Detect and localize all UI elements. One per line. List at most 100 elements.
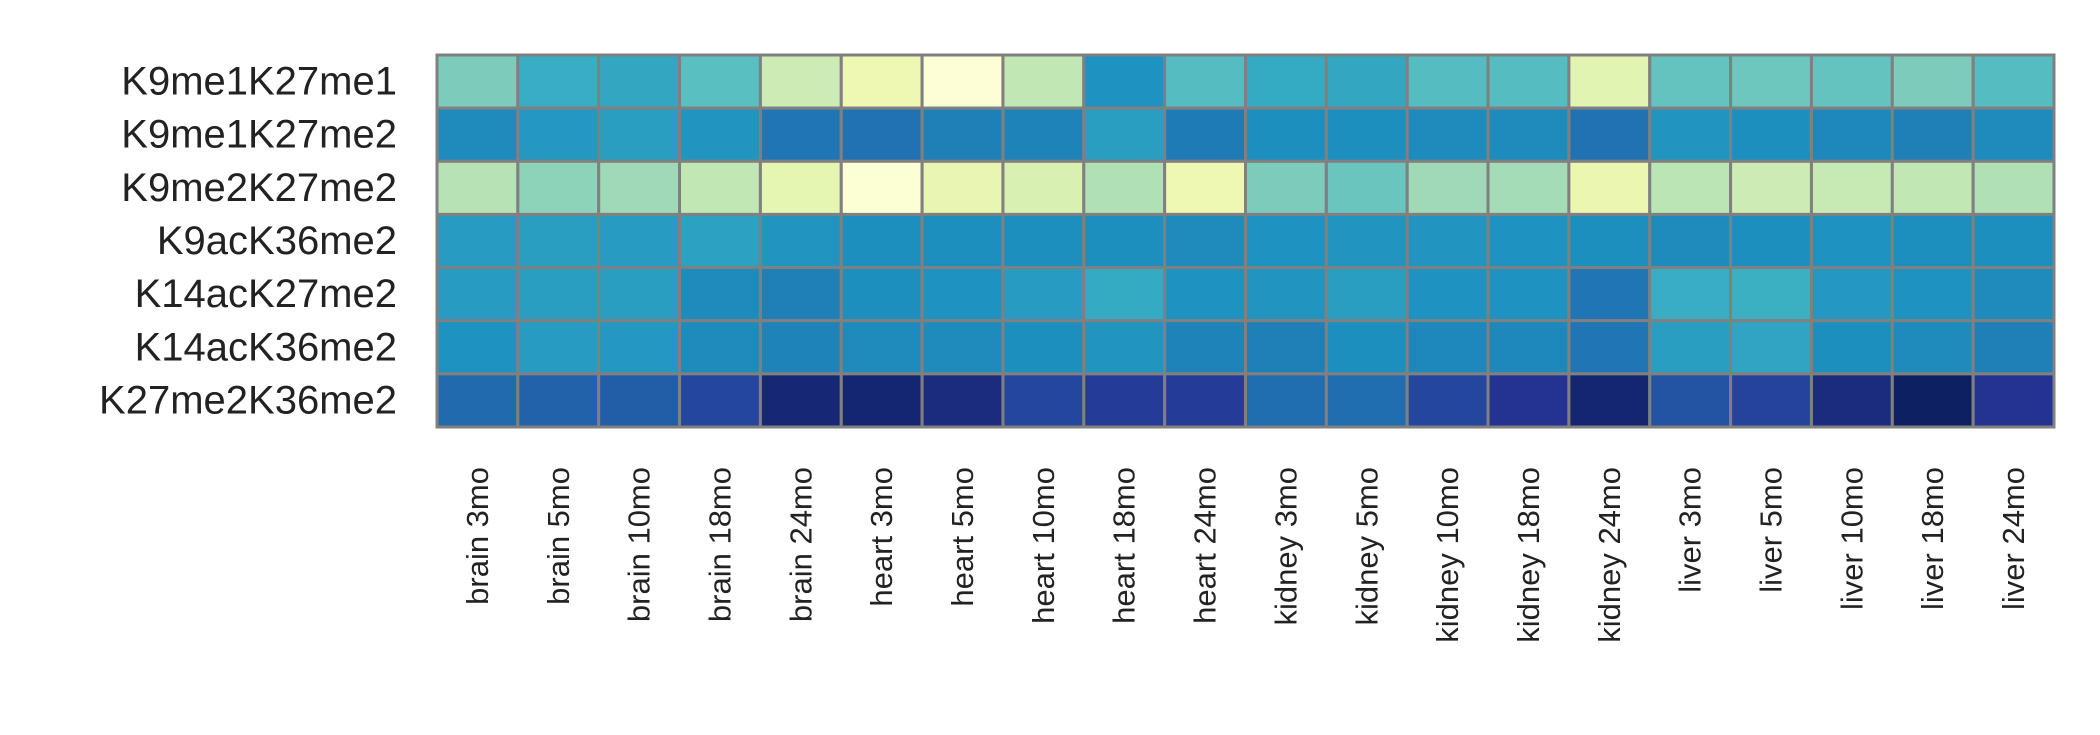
heatmap-cell bbox=[1809, 266, 1894, 323]
heatmap-cell bbox=[1001, 159, 1086, 216]
column-label: liver 24mo bbox=[1996, 467, 2031, 610]
heatmap-cell bbox=[1001, 53, 1086, 110]
heatmap-cell bbox=[1244, 106, 1328, 163]
column-label: heart 10mo bbox=[1026, 467, 1061, 624]
heatmap-cell bbox=[678, 106, 762, 163]
heatmap-cell bbox=[1971, 212, 2056, 270]
heatmap-cell bbox=[758, 53, 843, 110]
heatmap-cell bbox=[758, 212, 843, 270]
heatmap-cell bbox=[435, 159, 520, 216]
column-label: brain 3mo bbox=[460, 467, 495, 605]
heatmap-cell bbox=[1082, 372, 1167, 429]
heatmap-cell bbox=[516, 372, 601, 429]
heatmap-cell bbox=[1324, 159, 1409, 216]
heatmap-cell bbox=[839, 266, 924, 323]
row-label: K9me2K27me2 bbox=[121, 166, 397, 210]
heatmap-cell bbox=[1486, 319, 1571, 376]
heatmap-cell bbox=[1082, 266, 1167, 323]
column-label: kidney 18mo bbox=[1511, 467, 1546, 643]
heatmap-cell bbox=[1082, 53, 1167, 110]
heatmap-cell bbox=[1244, 266, 1328, 323]
column-labels: brain 3mo brain 5mo brain 10mo brain 18mo br… bbox=[460, 467, 2031, 643]
heatmap-cell bbox=[678, 159, 762, 216]
heatmap-cell bbox=[678, 53, 762, 110]
heatmap-cell bbox=[1486, 159, 1571, 216]
heatmap-cell bbox=[1082, 212, 1167, 270]
heatmap-cell bbox=[1082, 159, 1167, 216]
heatmap-cell bbox=[516, 212, 601, 270]
heatmap-cell bbox=[1648, 319, 1733, 376]
heatmap-cell bbox=[1163, 266, 1248, 323]
heatmap-cell bbox=[1082, 106, 1167, 163]
column-label: kidney 10mo bbox=[1430, 467, 1465, 643]
heatmap-cell bbox=[1244, 212, 1328, 270]
heatmap-cell bbox=[1001, 266, 1086, 323]
heatmap-cell bbox=[758, 319, 843, 376]
heatmap-cell bbox=[1486, 106, 1571, 163]
heatmap-cell bbox=[516, 266, 601, 323]
row-label: K9acK36me2 bbox=[157, 219, 397, 263]
heatmap-cell bbox=[678, 372, 762, 429]
heatmap-cell bbox=[758, 106, 843, 163]
heatmap-cell bbox=[1729, 212, 1813, 270]
heatmap-cell bbox=[758, 372, 843, 429]
heatmap-cell bbox=[678, 212, 762, 270]
heatmap-cell bbox=[1405, 266, 1490, 323]
heatmap-cell bbox=[435, 319, 520, 376]
heatmap-cell bbox=[920, 106, 1005, 163]
heatmap-cell bbox=[435, 106, 520, 163]
heatmap-cell bbox=[1324, 106, 1409, 163]
heatmap-cells bbox=[435, 53, 2056, 429]
heatmap-cell bbox=[1567, 212, 1652, 270]
heatmap-cell bbox=[1567, 53, 1652, 110]
column-label: heart 5mo bbox=[945, 467, 980, 607]
heatmap-cell bbox=[1648, 159, 1733, 216]
heatmap-cell bbox=[1405, 212, 1490, 270]
heatmap-cell bbox=[516, 106, 601, 163]
column-label: liver 5mo bbox=[1754, 467, 1789, 593]
column-label: brain 5mo bbox=[541, 467, 576, 605]
heatmap-cell bbox=[1809, 159, 1894, 216]
heatmap-cell bbox=[1729, 53, 1813, 110]
heatmap-cell bbox=[1244, 53, 1328, 110]
heatmap-cell bbox=[839, 159, 924, 216]
heatmap-cell bbox=[1890, 106, 1975, 163]
heatmap-cell bbox=[597, 372, 682, 429]
heatmap-cell bbox=[1971, 266, 2056, 323]
column-label: kidney 24mo bbox=[1592, 467, 1627, 643]
heatmap-cell bbox=[1648, 53, 1733, 110]
heatmap-cell bbox=[1001, 372, 1086, 429]
column-label: heart 18mo bbox=[1107, 467, 1142, 624]
heatmap-cell bbox=[435, 266, 520, 323]
heatmap-cell bbox=[1890, 266, 1975, 323]
heatmap-cell bbox=[435, 372, 520, 429]
heatmap-cell bbox=[839, 319, 924, 376]
heatmap-cell bbox=[1890, 372, 1975, 429]
heatmap-cell bbox=[1486, 266, 1571, 323]
heatmap-cell bbox=[1324, 212, 1409, 270]
column-label: liver 3mo bbox=[1673, 467, 1708, 593]
heatmap-cell bbox=[1809, 212, 1894, 270]
heatmap-cell bbox=[1405, 53, 1490, 110]
heatmap-cell bbox=[1324, 266, 1409, 323]
heatmap-cell bbox=[597, 266, 682, 323]
heatmap-cell bbox=[678, 319, 762, 376]
heatmap-cell bbox=[920, 212, 1005, 270]
heatmap-cell bbox=[678, 266, 762, 323]
heatmap-cell bbox=[1567, 372, 1652, 429]
heatmap-cell bbox=[1567, 106, 1652, 163]
heatmap-cell bbox=[1729, 266, 1813, 323]
heatmap-cell bbox=[1890, 319, 1975, 376]
row-label: K14acK27me2 bbox=[135, 272, 397, 316]
heatmap-cell bbox=[1729, 106, 1813, 163]
heatmap-cell bbox=[1405, 319, 1490, 376]
heatmap-cell bbox=[1163, 319, 1248, 376]
heatmap-cell bbox=[920, 159, 1005, 216]
heatmap-cell bbox=[1971, 159, 2056, 216]
heatmap-cell bbox=[1971, 319, 2056, 376]
heatmap-cell bbox=[1648, 106, 1733, 163]
heatmap-cell bbox=[920, 319, 1005, 376]
heatmap-cell bbox=[839, 212, 924, 270]
column-label: heart 24mo bbox=[1188, 467, 1223, 624]
